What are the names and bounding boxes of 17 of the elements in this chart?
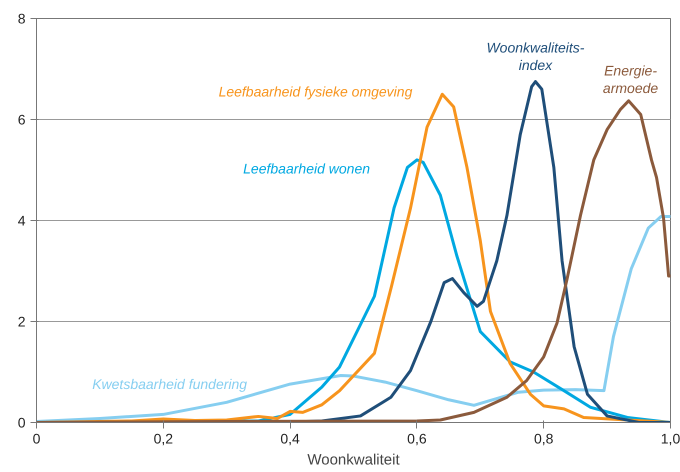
- x-axis-title: Woonkwaliteit: [307, 452, 400, 468]
- series-label: Woonkwaliteits- index: [486, 40, 585, 74]
- x-tick-label: 0,4: [280, 430, 300, 446]
- x-tick-label: 0,6: [407, 430, 427, 446]
- series-label: Energie- armoede: [602, 62, 658, 96]
- x-tick-label: 1,0: [660, 430, 680, 446]
- x-tick-label: 0,8: [534, 430, 554, 446]
- series-label: Leefbaarheid fysieke omgeving: [218, 84, 413, 100]
- text: Leefbaarheid wonen: [243, 160, 370, 176]
- y-tick-label: 4: [18, 212, 26, 228]
- x-tick-label: 0,2: [154, 430, 174, 446]
- x-tick-label: 0: [32, 430, 41, 446]
- y-tick-label: 0: [18, 414, 26, 430]
- y-tick-label: 2: [18, 314, 26, 330]
- y-tick-label: 8: [18, 10, 26, 26]
- series-label: Kwetsbaarheid fundering: [92, 376, 248, 392]
- y-tick-label: 6: [18, 112, 26, 128]
